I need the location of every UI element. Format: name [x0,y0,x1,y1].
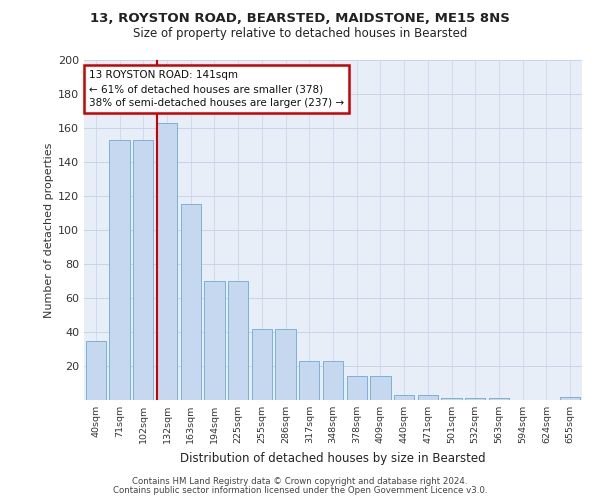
Bar [370,376,391,400]
Bar [228,281,248,400]
Bar [133,140,154,400]
Bar [323,361,343,400]
Bar [299,361,319,400]
Bar [109,140,130,400]
Bar [205,281,224,400]
X-axis label: Distribution of detached houses by size in Bearsted: Distribution of detached houses by size … [180,452,486,464]
Bar [489,398,509,400]
Bar [442,398,461,400]
Text: Contains HM Land Registry data © Crown copyright and database right 2024.: Contains HM Land Registry data © Crown c… [132,477,468,486]
Bar [394,395,414,400]
Bar [181,204,201,400]
Bar [252,328,272,400]
Bar [275,328,296,400]
Bar [157,123,177,400]
Bar [465,398,485,400]
Y-axis label: Number of detached properties: Number of detached properties [44,142,54,318]
Bar [418,395,438,400]
Text: Contains public sector information licensed under the Open Government Licence v3: Contains public sector information licen… [113,486,487,495]
Bar [86,340,106,400]
Text: 13, ROYSTON ROAD, BEARSTED, MAIDSTONE, ME15 8NS: 13, ROYSTON ROAD, BEARSTED, MAIDSTONE, M… [90,12,510,26]
Bar [560,396,580,400]
Text: Size of property relative to detached houses in Bearsted: Size of property relative to detached ho… [133,28,467,40]
Bar [347,376,367,400]
Text: 13 ROYSTON ROAD: 141sqm
← 61% of detached houses are smaller (378)
38% of semi-d: 13 ROYSTON ROAD: 141sqm ← 61% of detache… [89,70,344,108]
